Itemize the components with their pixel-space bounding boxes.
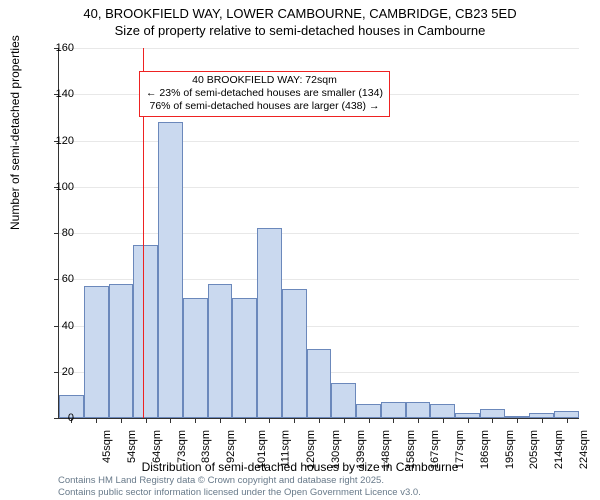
title-line-2: Size of property relative to semi-detach…	[115, 23, 486, 38]
histogram-bar	[430, 404, 455, 418]
histogram-bar	[331, 383, 356, 418]
histogram-bar	[406, 402, 431, 418]
x-tick	[170, 418, 171, 423]
y-tick-label: 20	[44, 366, 74, 378]
x-tick	[269, 418, 270, 423]
x-tick-label: 139sqm	[355, 430, 367, 469]
y-tick-label: 140	[44, 88, 74, 100]
x-tick-label: 111sqm	[279, 430, 291, 468]
y-tick-label: 120	[44, 135, 74, 147]
y-tick-label: 40	[44, 320, 74, 332]
histogram-bar	[208, 284, 233, 418]
histogram-bar	[307, 349, 332, 418]
histogram-bar	[381, 402, 406, 418]
annotation-box: 40 BROOKFIELD WAY: 72sqm← 23% of semi-de…	[139, 71, 390, 116]
x-tick-label: 73sqm	[176, 430, 188, 463]
histogram-bar	[109, 284, 134, 418]
x-tick	[492, 418, 493, 423]
x-tick	[418, 418, 419, 423]
histogram-bar	[133, 245, 158, 418]
x-tick	[468, 418, 469, 423]
y-tick-label: 100	[44, 181, 74, 193]
histogram-bar	[158, 122, 183, 418]
x-tick	[517, 418, 518, 423]
x-tick	[344, 418, 345, 423]
x-tick-label: 130sqm	[330, 430, 342, 469]
y-tick-label: 80	[44, 227, 74, 239]
x-tick-label: 83sqm	[200, 430, 212, 463]
annotation-line-1: 40 BROOKFIELD WAY: 72sqm	[192, 74, 337, 86]
y-axis-label: Number of semi-detached properties	[8, 35, 22, 230]
x-tick-label: 186sqm	[479, 430, 491, 469]
x-tick	[121, 418, 122, 423]
histogram-bar	[232, 298, 257, 418]
x-tick-label: 214sqm	[553, 430, 565, 469]
x-tick	[195, 418, 196, 423]
annotation-line-2: ← 23% of semi-detached houses are smalle…	[146, 87, 383, 99]
x-tick	[542, 418, 543, 423]
plot-area: 40 BROOKFIELD WAY: 72sqm← 23% of semi-de…	[58, 48, 579, 419]
histogram-bar	[554, 411, 579, 418]
x-tick-label: 195sqm	[504, 430, 516, 469]
x-tick	[96, 418, 97, 423]
x-tick-label: 64sqm	[151, 430, 163, 463]
histogram-bar	[257, 228, 282, 418]
histogram-bar	[282, 289, 307, 419]
x-tick	[369, 418, 370, 423]
gridline	[59, 141, 579, 142]
x-tick-label: 45sqm	[101, 430, 113, 463]
histogram-bar	[480, 409, 505, 418]
chart-title: 40, BROOKFIELD WAY, LOWER CAMBOURNE, CAM…	[0, 0, 600, 40]
x-tick	[146, 418, 147, 423]
x-tick-label: 158sqm	[405, 430, 417, 469]
x-tick-label: 167sqm	[429, 430, 441, 469]
histogram-bar	[356, 404, 381, 418]
x-tick	[319, 418, 320, 423]
gridline	[59, 187, 579, 188]
annotation-line-3: 76% of semi-detached houses are larger (…	[149, 100, 379, 112]
x-tick-label: 101sqm	[256, 430, 268, 469]
gridline	[59, 233, 579, 234]
x-tick-label: 54sqm	[126, 430, 138, 463]
x-tick-label: 120sqm	[306, 430, 318, 469]
y-tick-label: 160	[44, 42, 74, 54]
gridline	[59, 48, 579, 49]
footer-line-1: Contains HM Land Registry data © Crown c…	[58, 475, 421, 486]
histogram-bar	[183, 298, 208, 418]
x-tick	[393, 418, 394, 423]
x-tick-label: 224sqm	[578, 430, 590, 469]
y-tick-label: 0	[44, 412, 74, 424]
y-tick-label: 60	[44, 273, 74, 285]
histogram-bar	[84, 286, 109, 418]
x-tick-label: 148sqm	[380, 430, 392, 469]
title-line-1: 40, BROOKFIELD WAY, LOWER CAMBOURNE, CAM…	[83, 6, 516, 21]
footer: Contains HM Land Registry data © Crown c…	[58, 475, 421, 498]
x-tick-label: 177sqm	[454, 430, 466, 469]
x-tick	[245, 418, 246, 423]
x-tick	[220, 418, 221, 423]
x-tick-label: 92sqm	[225, 430, 237, 463]
x-tick-label: 205sqm	[528, 430, 540, 469]
footer-line-2: Contains public sector information licen…	[58, 487, 421, 498]
x-tick	[294, 418, 295, 423]
x-tick	[443, 418, 444, 423]
x-tick	[567, 418, 568, 423]
